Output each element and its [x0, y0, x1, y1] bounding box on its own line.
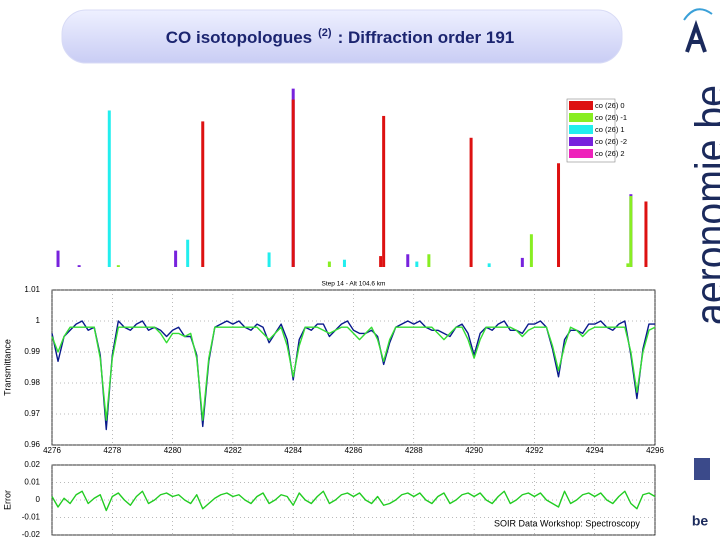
legend-label: co (26) 2 [595, 149, 625, 158]
y-tick-label: 0.96 [24, 440, 40, 449]
line-stick [174, 250, 178, 267]
series-line [51, 490, 656, 512]
line-stick [56, 250, 60, 267]
x-tick-label: 4290 [465, 446, 483, 455]
legend-swatch [569, 101, 593, 110]
y-axis-label: Error [2, 490, 12, 510]
line-stick [415, 261, 419, 267]
footer: SOIR Data Workshop: Spectroscopy [494, 518, 640, 528]
x-tick-label: 4282 [224, 446, 242, 455]
badge: be [692, 513, 709, 529]
y-tick-label: -0.01 [22, 513, 41, 522]
line-stick [406, 254, 410, 267]
slide-title: CO isotopologues (2) : Diffraction order 1… [166, 27, 515, 48]
y-tick-label: 1.01 [24, 285, 40, 294]
legend-label: co (26) 0 [595, 101, 625, 110]
y-axis-label: Transmittance [2, 339, 12, 396]
y-tick-label: -0.02 [22, 530, 41, 539]
x-tick-label: 4280 [164, 446, 182, 455]
line-stick [644, 201, 648, 267]
line-stick [116, 265, 120, 267]
title-rest: : Diffraction order 191 [338, 28, 515, 47]
line-stick [557, 163, 561, 267]
plot-frame [51, 289, 656, 446]
legend-swatch [569, 149, 593, 158]
y-tick-label: 0.02 [24, 460, 40, 469]
legend-swatch [569, 113, 593, 122]
x-tick-label: 4288 [405, 446, 423, 455]
logo-arc [683, 8, 713, 21]
x-tick-label: 4284 [284, 446, 302, 455]
y-tick-label: 0.98 [24, 378, 40, 387]
logo-text: aeronomie.be [687, 85, 720, 325]
legend-swatch [569, 125, 593, 134]
line-stick [626, 263, 630, 267]
line-stick [520, 257, 524, 267]
line-stick [107, 110, 111, 267]
x-tick-label: 4278 [103, 446, 121, 455]
legend-swatch [569, 137, 593, 146]
x-tick-label: 4292 [526, 446, 544, 455]
y-tick-label: 0 [36, 495, 41, 504]
x-tick-label: 4294 [586, 446, 604, 455]
x-tick-label: 4276 [43, 446, 61, 455]
line-stick [379, 256, 383, 267]
y-tick-label: 0.99 [24, 347, 40, 356]
line-stick [77, 265, 81, 267]
line-stick [469, 137, 473, 267]
legend-label: co (26) -2 [595, 137, 627, 146]
title-pill [61, 9, 623, 64]
title-main: CO isotopologues [166, 28, 312, 47]
line-stick [342, 259, 346, 267]
plot-title: Step 14 - Alt 104.6 km [322, 281, 386, 288]
x-tick-label: 4286 [345, 446, 363, 455]
x-tick-label: 4296 [646, 446, 664, 455]
title-superscript: (2) [318, 27, 332, 39]
line-stick [267, 252, 271, 267]
line-stick [529, 234, 533, 267]
series-line [51, 320, 655, 431]
y-tick-label: 0.01 [24, 478, 40, 487]
legend-label: co (26) -1 [595, 113, 627, 122]
line-stick [487, 263, 491, 267]
series-line [51, 326, 656, 421]
y-tick-label: 0.97 [24, 409, 40, 418]
institute-icon [694, 458, 710, 480]
line-stick [291, 99, 295, 267]
logo-icon [685, 19, 707, 53]
line-stick [382, 115, 386, 267]
line-stick [327, 261, 331, 267]
y-tick-label: 1 [36, 316, 41, 325]
line-stick [186, 239, 190, 267]
line-stick [201, 121, 205, 268]
line-stick [629, 196, 633, 267]
line-stick [427, 254, 431, 267]
legend-label: co (26) 1 [595, 125, 625, 134]
